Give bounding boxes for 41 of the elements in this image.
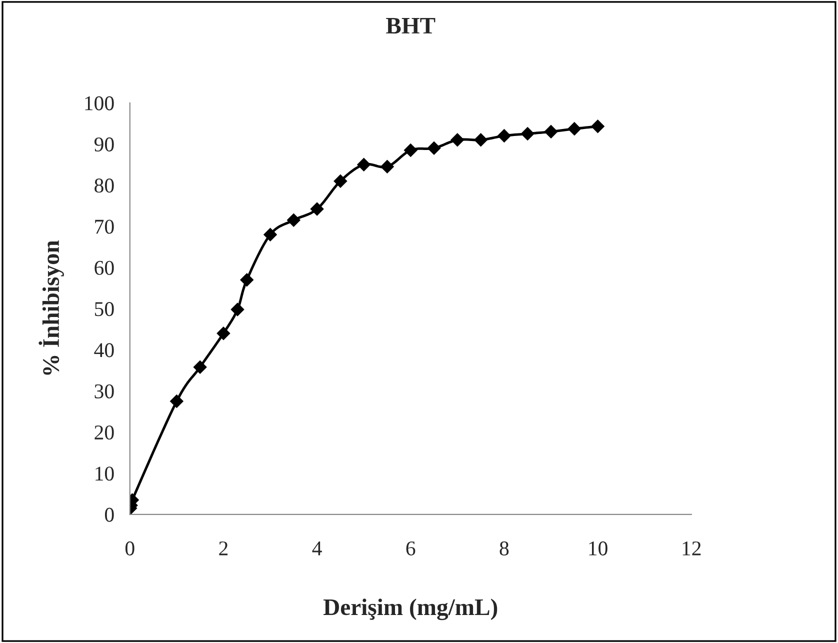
y-tick-label: 40 [94,343,114,358]
x-tick-label: 8 [500,541,509,556]
y-tick-label: 10 [96,466,114,481]
point [498,129,511,142]
y-tick-label: 30 [94,384,114,398]
x-tick-label: 0 [125,541,134,556]
x-tick-label: 4 [312,542,322,556]
point [427,142,441,155]
y-tick-label: 80 [94,178,114,193]
point [450,133,464,147]
point [216,326,230,340]
point [404,144,418,157]
chart-title: BHT [386,18,436,34]
x-tick-label: 10 [589,541,608,556]
y-tick-label: 0 [104,508,114,522]
point [193,360,207,374]
x-tick-label: 6 [406,541,416,556]
point [240,273,254,286]
x-tick-label: 12 [682,541,701,556]
point [310,202,324,216]
y-axis-title: % İnhibisyon [38,240,64,375]
point [568,122,581,136]
x-tick-label: 2 [219,541,228,556]
y-tick-label: 70 [95,220,114,234]
y-tick-label: 90 [94,137,114,152]
point [334,174,348,188]
y-tick-label: 50 [94,302,114,316]
point [591,120,604,133]
point [380,160,394,174]
point [474,133,488,147]
point [230,302,244,316]
y-tick-label: 20 [94,425,114,440]
point [287,214,300,227]
point [170,394,184,408]
point [544,125,558,138]
point [264,228,277,242]
y-tick-label: 60 [94,260,114,275]
point [521,127,534,140]
x-axis-title: Derişim (mg/mL) [324,598,498,620]
point [357,158,370,172]
y-tick-label: 100 [85,96,114,110]
